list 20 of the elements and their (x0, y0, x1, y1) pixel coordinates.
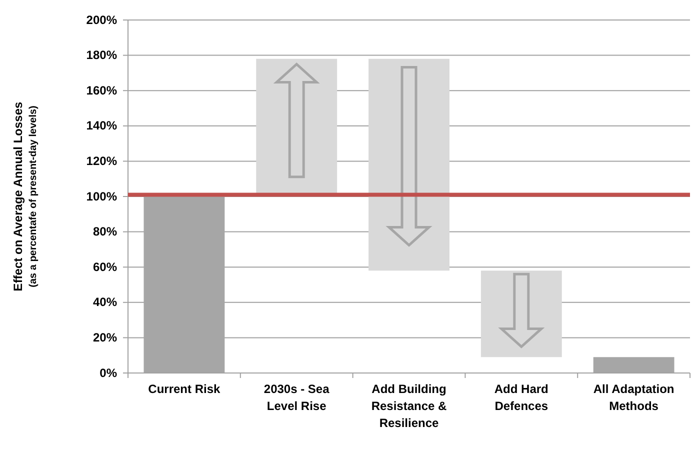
y-tick-label: 120% (86, 154, 118, 168)
y-tick-label: 0% (100, 366, 118, 380)
x-tick-label: Add Hard Defences (494, 382, 548, 413)
x-tick-label: Add Building Resistance & Resilience (371, 382, 448, 430)
y-tick-label: 20% (92, 330, 118, 345)
x-tick-label: Current Risk (148, 382, 221, 396)
y-tick-label: 180% (86, 48, 118, 62)
x-tick-label: 2030s - Sea Level Rise (264, 382, 330, 413)
y-tick-label: 60% (92, 260, 118, 274)
bar (480, 270, 562, 358)
bar (368, 58, 450, 271)
y-tick-label: 140% (86, 118, 118, 133)
y-axis-title: Effect on Average Annual Losses (as a percentafe of present-day levels) (11, 101, 39, 292)
y-tick-label: 80% (92, 224, 118, 239)
y-tick-label: 40% (92, 295, 118, 310)
y-tick-label: 100% (86, 189, 118, 204)
bar (256, 58, 338, 193)
y-tick-label: 160% (86, 83, 118, 98)
x-tick-label: All Adaptation Methods (593, 382, 674, 413)
y-tick-label: 200% (86, 12, 118, 27)
